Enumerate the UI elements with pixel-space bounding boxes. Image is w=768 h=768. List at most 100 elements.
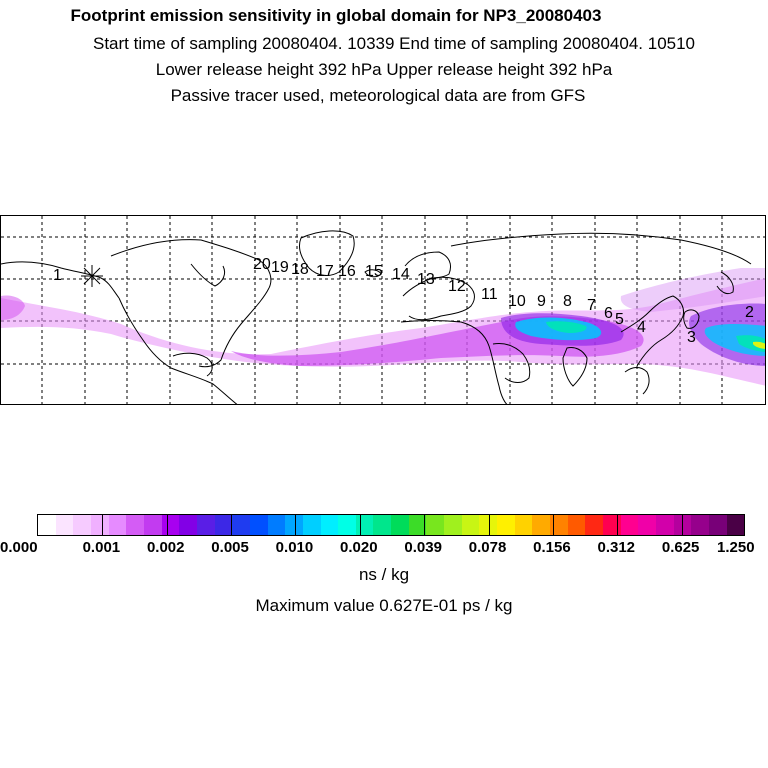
colorbar-units: ns / kg (358, 565, 410, 584)
colorbar-tick-label: 0.156 (533, 539, 571, 556)
release-height-line: Lower release height 392 hPa Upper relea… (155, 60, 613, 79)
coastline-arabia (492, 343, 531, 383)
footprint-pacific-hotspot (736, 335, 765, 352)
colorbar-segment (708, 515, 727, 535)
trajectory-label: 2 (745, 304, 754, 321)
trajectory-label: 4 (637, 319, 646, 336)
colorbar-tick-label: 0.002 (146, 539, 185, 556)
coastline-africa-north (400, 320, 508, 404)
trajectory-label: 11 (481, 286, 498, 303)
colorbar-tick-label: 1.250 (717, 539, 755, 556)
world-map: 1 2 3 4 5 6 7 8 9 10 11 12 13 14 15 16 1… (0, 215, 766, 405)
coastline-north-america-east (198, 287, 270, 368)
trajectory-label: 5 (615, 311, 624, 328)
colorbar-tick-label: 0.312 (597, 539, 636, 556)
colorbar-segment (408, 515, 427, 535)
colorbar-divider (681, 515, 683, 535)
colorbar-segment (179, 515, 197, 535)
footprint-east-ne-asia (620, 268, 765, 312)
colorbar-tick-label: 0.000 (0, 539, 38, 556)
trajectory-label: 8 (563, 293, 572, 310)
colorbar-segment (655, 515, 674, 535)
colorbar-segment (550, 515, 568, 535)
colorbar-segment (249, 515, 268, 535)
coastline-iceland (364, 269, 382, 278)
trajectory-label: 13 (417, 271, 435, 288)
coastline-scandinavia (404, 251, 452, 281)
colorbar-divider (102, 515, 104, 535)
tracer-info-line: Passive tracer used, meteorological data… (170, 86, 586, 105)
coastlines (1, 230, 752, 404)
coastline-alaska (1, 261, 120, 299)
colorbar-divider (359, 515, 361, 535)
colorbar-segment (497, 515, 515, 535)
trajectory-label: 19 (271, 259, 289, 276)
colorbar-tick-label: 0.001 (82, 539, 121, 556)
trajectory-label: 16 (338, 263, 356, 280)
colorbar-segment (214, 515, 233, 535)
coastline-kamchatka (716, 271, 734, 295)
colorbar-segment (73, 515, 91, 535)
colorbar-segment (55, 515, 74, 535)
colorbar (37, 514, 745, 536)
trajectory-label: 3 (687, 329, 696, 346)
coastline-gulf-of-mexico (172, 352, 213, 377)
colorbar-segment (514, 515, 533, 535)
colorbar-tick-labels: 0.000 0.001 0.002 0.005 0.010 0.020 0.03… (0, 539, 768, 559)
colorbar-segment (126, 515, 144, 535)
colorbar-segment (585, 515, 603, 535)
colorbar-segment (444, 515, 462, 535)
coastline-greenland (298, 230, 355, 276)
colorbar-tick-label: 0.078 (468, 539, 507, 556)
colorbar-segment (90, 515, 109, 535)
colorbar-divider (166, 515, 168, 535)
release-point-star (81, 265, 103, 287)
colorbar-segment (196, 515, 215, 535)
colorbar-segment (461, 515, 480, 535)
trajectory-label: 17 (316, 263, 334, 280)
colorbar-tick-label: 0.020 (340, 539, 378, 556)
colorbar-segment (532, 515, 551, 535)
colorbar-divider (488, 515, 490, 535)
colorbar-segment (285, 515, 303, 535)
sampling-time-line: Start time of sampling 20080404. 10339 E… (92, 34, 696, 53)
coastline-russia-arctic (450, 232, 752, 265)
coastline-india (562, 347, 588, 387)
colorbar-segment (567, 515, 586, 535)
colorbar-divider (424, 515, 426, 535)
coastline-japan (683, 309, 700, 329)
colorbar-segment (638, 515, 656, 535)
trajectory-label: 7 (587, 297, 596, 314)
colorbar-divider (295, 515, 297, 535)
colorbar-segment (726, 515, 745, 535)
plot-title: Footprint emission sensitivity in global… (70, 6, 602, 25)
colorbar-tick-label: 0.039 (404, 539, 442, 556)
colorbar-divider (231, 515, 233, 535)
colorbar-segment (338, 515, 356, 535)
colorbar-segment (691, 515, 709, 535)
coastline-hudson-bay (190, 263, 226, 287)
map-canvas: 1 2 3 4 5 6 7 8 9 10 11 12 13 14 15 16 1… (1, 216, 765, 404)
footprint-hotspot-yellow (753, 341, 765, 349)
colorbar-tick-label: 0.010 (275, 539, 314, 556)
trajectory-label: 14 (392, 266, 410, 283)
colorbar-segment (426, 515, 445, 535)
coastline-southeast-asia (624, 367, 650, 395)
trajectory-label: 18 (291, 261, 309, 278)
trajectory-labels: 1 2 3 4 5 6 7 8 9 10 11 12 13 14 15 16 1… (53, 256, 754, 346)
footprint-core-teal (546, 321, 587, 333)
colorbar-segment (355, 515, 374, 535)
colorbar-segment (620, 515, 639, 535)
colorbar-segment (38, 515, 56, 535)
colorbar-segment (232, 515, 250, 535)
footprint-western-patch (1, 295, 25, 320)
colorbar-segment (267, 515, 286, 535)
colorbar-segment (108, 515, 127, 535)
colorbar-segment (161, 515, 180, 535)
colorbar-segment (373, 515, 392, 535)
colorbar-segment (320, 515, 339, 535)
colorbar-segment (603, 515, 621, 535)
colorbar-segment (143, 515, 162, 535)
footprint-low-band (1, 278, 765, 386)
trajectory-label: 15 (365, 263, 383, 280)
